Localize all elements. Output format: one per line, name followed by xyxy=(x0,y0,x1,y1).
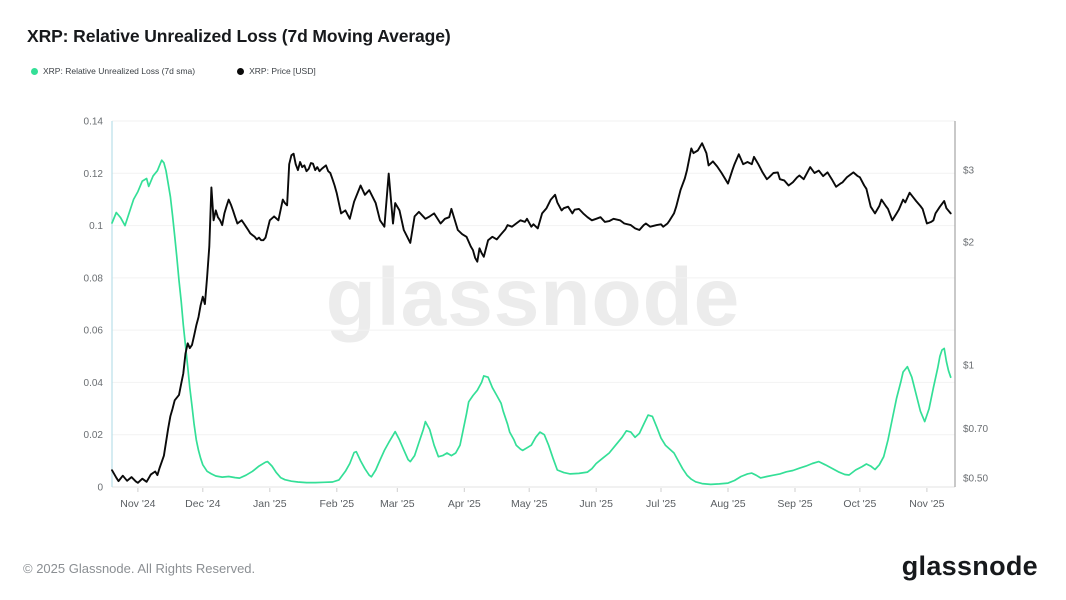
x-tick-label: Aug '25 xyxy=(710,498,745,510)
x-tick-label: Nov '25 xyxy=(909,498,944,510)
x-tick-label: May '25 xyxy=(511,498,548,510)
x-tick-label: Nov '24 xyxy=(120,498,155,510)
y-right-tick-label: $3 xyxy=(963,166,975,177)
y-right-tick-label: $1 xyxy=(963,361,975,372)
legend-item-price[interactable]: XRP: Price [USD] xyxy=(237,66,316,76)
glassnode-logo: glassnode xyxy=(901,551,1038,581)
x-tick-label: Sep '25 xyxy=(777,498,812,510)
y-left-tick-label: 0.08 xyxy=(84,273,104,284)
legend-label-price: XRP: Price [USD] xyxy=(249,66,316,76)
x-tick-label: Mar '25 xyxy=(380,498,415,510)
y-left-tick-label: 0.12 xyxy=(84,169,104,180)
x-tick-label: Jun '25 xyxy=(579,498,613,510)
series-layer xyxy=(111,142,952,486)
copyright-text: © 2025 Glassnode. All Rights Reserved. xyxy=(23,561,256,576)
y-right-tick-label: $2 xyxy=(963,238,975,249)
axis-layer: Nov '24 Dec '24 Jan '25 Feb '25 Mar '25 Apr '… xyxy=(84,117,989,511)
glassnode-watermark: glassnode xyxy=(325,252,741,343)
y-left-tick-label: 0.02 xyxy=(84,430,104,441)
page-title: XRP: Relative Unrealized Loss (7d Moving… xyxy=(27,26,451,46)
y-left-tick-label: 0.04 xyxy=(84,378,104,389)
legend: XRP: Relative Unrealized Loss (7d sma) X… xyxy=(31,66,316,76)
x-tick-label: Jul '25 xyxy=(646,498,676,510)
y-left-tick-label: 0.06 xyxy=(84,326,104,337)
x-tick-label: Dec '24 xyxy=(185,498,220,510)
x-tick-label: Feb '25 xyxy=(319,498,354,510)
x-tick-label: Oct '25 xyxy=(843,498,876,510)
price-line xyxy=(111,142,952,484)
y-right-tick-label: $0.50 xyxy=(963,474,988,485)
y-right-tick-label: $0.70 xyxy=(963,424,988,435)
y-left-tick-label: 0 xyxy=(97,483,103,494)
x-tick-label: Jan '25 xyxy=(253,498,287,510)
y-left-tick-label: 0.14 xyxy=(84,117,104,128)
legend-dot-black-icon xyxy=(237,67,245,75)
legend-dot-green-icon xyxy=(31,67,38,75)
grid-layer xyxy=(112,120,955,436)
legend-item-unrealized-loss[interactable]: XRP: Relative Unrealized Loss (7d sma) xyxy=(31,66,195,76)
unrealized-loss-line xyxy=(111,159,952,486)
legend-label-unrealized-loss: XRP: Relative Unrealized Loss (7d sma) xyxy=(43,66,196,76)
y-left-tick-label: 0.1 xyxy=(89,221,103,232)
x-tick-label: Apr '25 xyxy=(448,498,481,510)
